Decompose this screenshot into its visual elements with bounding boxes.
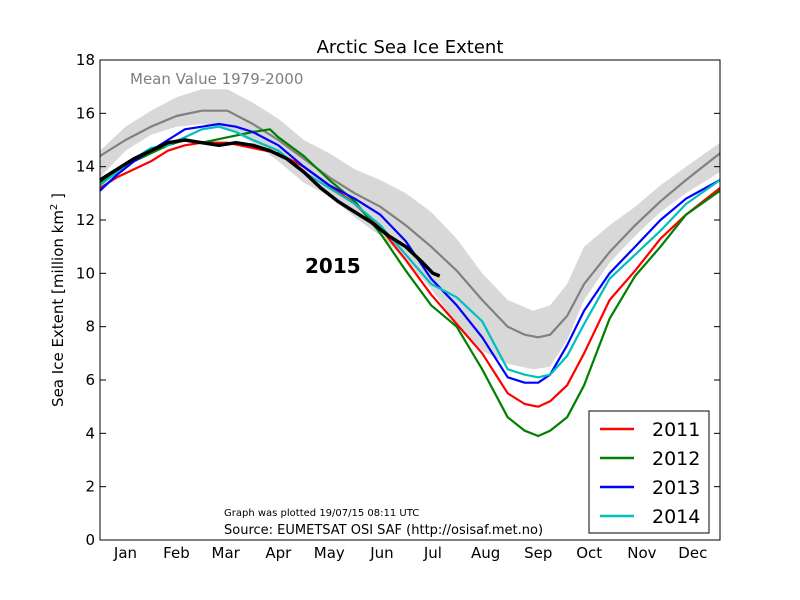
series-line-mean <box>99 109 721 339</box>
x-tick-label: Feb <box>163 544 190 562</box>
series-line-2011 <box>99 141 721 408</box>
x-tick-label: Jan <box>113 544 137 562</box>
y-tick-label: 18 <box>76 51 95 69</box>
year-2015-label: 2015 <box>305 254 361 278</box>
x-tick-label: May <box>314 544 345 562</box>
x-tick-label: Dec <box>678 544 707 562</box>
x-tick-label: Mar <box>212 544 241 562</box>
legend-entry: 2011 <box>652 419 700 441</box>
legend-entry: 2014 <box>652 506 700 528</box>
mean-value-label: Mean Value 1979-2000 <box>130 70 303 88</box>
chart-title: Arctic Sea Ice Extent <box>317 37 504 58</box>
series-line-2012 <box>99 128 721 438</box>
series-layer <box>99 109 721 438</box>
source-note: Source: EUMETSAT OSI SAF (http://osisaf.… <box>224 523 543 538</box>
y-tick-label: 4 <box>85 424 95 442</box>
series-line-current <box>99 138 441 278</box>
plotted-date-note: Graph was plotted 19/07/15 08:11 UTC <box>224 508 419 519</box>
y-tick-label: 8 <box>85 318 95 336</box>
y-tick-label: 14 <box>76 158 95 176</box>
x-tick-label: Aug <box>471 544 500 562</box>
series-line-2013 <box>99 122 721 384</box>
x-tick-label: Jul <box>423 544 442 562</box>
y-tick-label: 2 <box>85 478 95 496</box>
legend-entry: 2013 <box>652 477 700 499</box>
x-tick-label: Apr <box>265 544 292 562</box>
legend-items: 2011 2012 2013 2014 <box>600 419 700 528</box>
y-tick-label: 6 <box>85 371 95 389</box>
x-axis-ticks: Jan Feb Mar Apr May Jun Jul Aug Sep Oct Nov Dec <box>113 544 707 562</box>
y-tick-label: 10 <box>76 264 95 282</box>
y-axis-label: Sea Ice Extent [million km2 ] <box>49 193 67 407</box>
x-tick-label: Nov <box>627 544 656 562</box>
legend: 2011 2012 2013 2014 <box>588 410 710 534</box>
y-tick-label: 0 <box>85 531 95 549</box>
y-axis-ticks: 0 2 4 6 8 10 12 14 16 18 <box>76 51 720 549</box>
legend-entry: 2012 <box>652 448 700 470</box>
x-tick-label: Sep <box>524 544 552 562</box>
y-tick-label: 16 <box>76 104 95 122</box>
legend-box <box>588 410 710 534</box>
plot-frame <box>99 59 721 541</box>
x-tick-label: Jun <box>369 544 393 562</box>
x-tick-label: Oct <box>576 544 602 562</box>
y-tick-label: 12 <box>76 211 95 229</box>
